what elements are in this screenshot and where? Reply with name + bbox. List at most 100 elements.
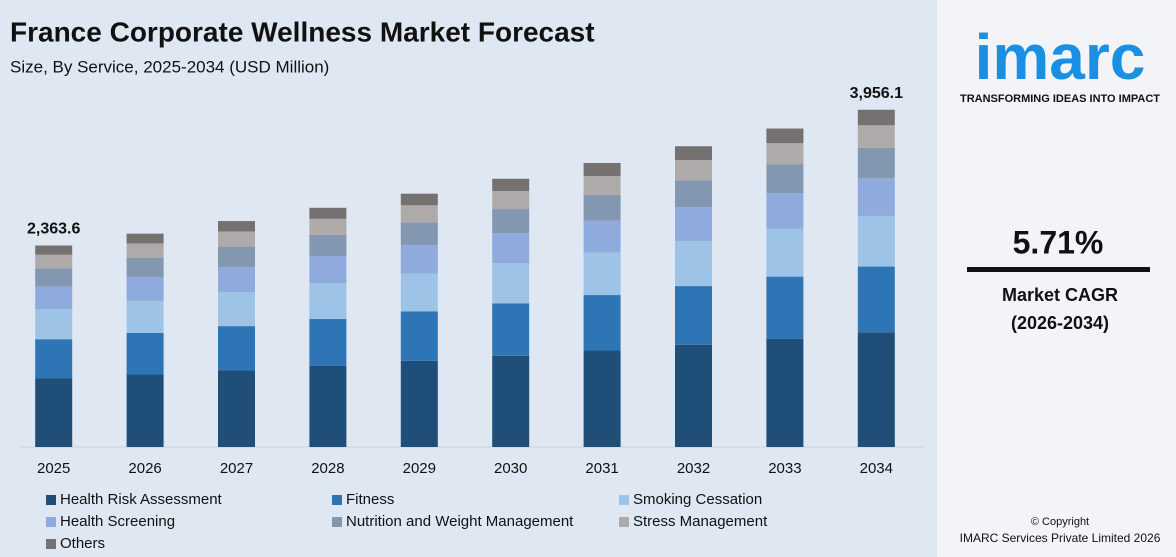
bar-segment <box>400 193 438 206</box>
bar-segment <box>583 252 621 296</box>
bar-segment <box>35 308 73 340</box>
company: IMARC Services Private Limited 2026 <box>960 531 1161 545</box>
bar-segment <box>766 164 804 194</box>
bar-segment <box>492 209 530 234</box>
bar-segment <box>35 339 73 379</box>
bar-segment <box>35 378 73 447</box>
legend-label: Others <box>60 535 105 552</box>
bar-segment <box>400 205 438 223</box>
bar-segment <box>35 286 73 309</box>
bar-segment <box>218 326 255 371</box>
cagr-label: Market CAGR <box>1002 285 1118 305</box>
bar-segment <box>857 215 895 267</box>
bar-segment <box>492 355 530 447</box>
bar-segment <box>400 245 438 274</box>
bar-segment <box>766 143 804 165</box>
total-label: 3,956.1 <box>850 85 903 102</box>
bar-segment <box>857 147 895 179</box>
bar-segment <box>583 195 621 221</box>
legend-label: Fitness <box>346 491 394 508</box>
legend-swatch <box>332 495 342 505</box>
x-tick-label: 2031 <box>585 460 618 477</box>
bar-segment <box>218 246 255 267</box>
x-tick-label: 2028 <box>311 460 344 477</box>
logo: imarc <box>975 21 1146 93</box>
bar-segment <box>583 350 621 447</box>
bar-segment <box>126 374 164 447</box>
chart-title: France Corporate Wellness Market Forecas… <box>10 16 595 47</box>
bar-segment <box>857 125 895 148</box>
bar-segment <box>675 207 712 241</box>
x-tick-label: 2027 <box>220 460 253 477</box>
bar-segment <box>400 273 438 312</box>
bar-segment <box>400 311 438 361</box>
bar-segment <box>126 243 164 258</box>
bar-segment <box>126 276 164 301</box>
bar-segment <box>766 228 804 277</box>
legend-swatch <box>332 517 342 527</box>
legend-label: Stress Management <box>633 513 768 530</box>
legend-swatch <box>46 495 56 505</box>
copyright: © Copyright <box>1031 516 1089 528</box>
bar-segment <box>492 233 530 264</box>
bar-segment <box>583 295 621 351</box>
legend-label: Smoking Cessation <box>633 491 762 508</box>
bar-segment <box>583 176 621 196</box>
bar-segment <box>400 222 438 246</box>
bar-segment <box>218 231 255 247</box>
x-tick-label: 2026 <box>128 460 161 477</box>
bar-segment <box>35 254 73 269</box>
x-tick-label: 2030 <box>494 460 527 477</box>
bar-segment <box>675 240 712 287</box>
sidebar-background <box>937 0 1176 557</box>
bar-segment <box>400 360 438 447</box>
bar-segment <box>218 266 255 293</box>
bar-segment <box>309 283 347 320</box>
tagline: TRANSFORMING IDEAS INTO IMPACT <box>960 93 1160 105</box>
bar-segment <box>675 146 712 161</box>
legend-label: Nutrition and Weight Management <box>346 513 574 530</box>
bar-segment <box>492 191 530 210</box>
x-tick-label: 2029 <box>403 460 436 477</box>
bar-segment <box>492 303 530 356</box>
bar-segment <box>309 234 347 257</box>
bar-segment <box>218 221 255 232</box>
x-tick-label: 2025 <box>37 460 70 477</box>
bar-segment <box>675 286 712 345</box>
bar-segment <box>126 332 164 375</box>
bar-segment <box>126 300 164 333</box>
cagr-period: (2026-2034) <box>1011 313 1109 333</box>
cagr-divider <box>967 267 1150 272</box>
bar-segment <box>309 218 347 235</box>
bar-segment <box>309 365 347 447</box>
legend-swatch <box>46 539 56 549</box>
chart-subtitle: Size, By Service, 2025-2034 (USD Million… <box>10 57 329 76</box>
bar-segment <box>675 344 712 447</box>
bar-segment <box>675 160 712 181</box>
bar-segment <box>583 162 621 177</box>
bar-segment <box>35 268 73 287</box>
legend-label: Health Risk Assessment <box>60 491 223 508</box>
bar-segment <box>583 220 621 253</box>
bar-segment <box>35 245 73 255</box>
x-tick-label: 2034 <box>860 460 893 477</box>
bar-segment <box>126 257 164 277</box>
bar-segment <box>309 319 347 366</box>
bar-segment <box>766 276 804 339</box>
bar-segment <box>857 109 895 126</box>
bar-segment <box>766 193 804 229</box>
bar-segment <box>309 207 347 219</box>
total-label: 2,363.6 <box>27 221 80 238</box>
bar-segment <box>857 332 895 447</box>
x-tick-label: 2032 <box>677 460 710 477</box>
legend-label: Health Screening <box>60 513 175 530</box>
x-tick-label: 2033 <box>768 460 801 477</box>
legend-swatch <box>46 517 56 527</box>
bar-segment <box>126 233 164 244</box>
legend-swatch <box>619 495 629 505</box>
bar-segment <box>309 256 347 284</box>
bar-segment <box>766 338 804 447</box>
legend-swatch <box>619 517 629 527</box>
bar-segment <box>492 178 530 192</box>
